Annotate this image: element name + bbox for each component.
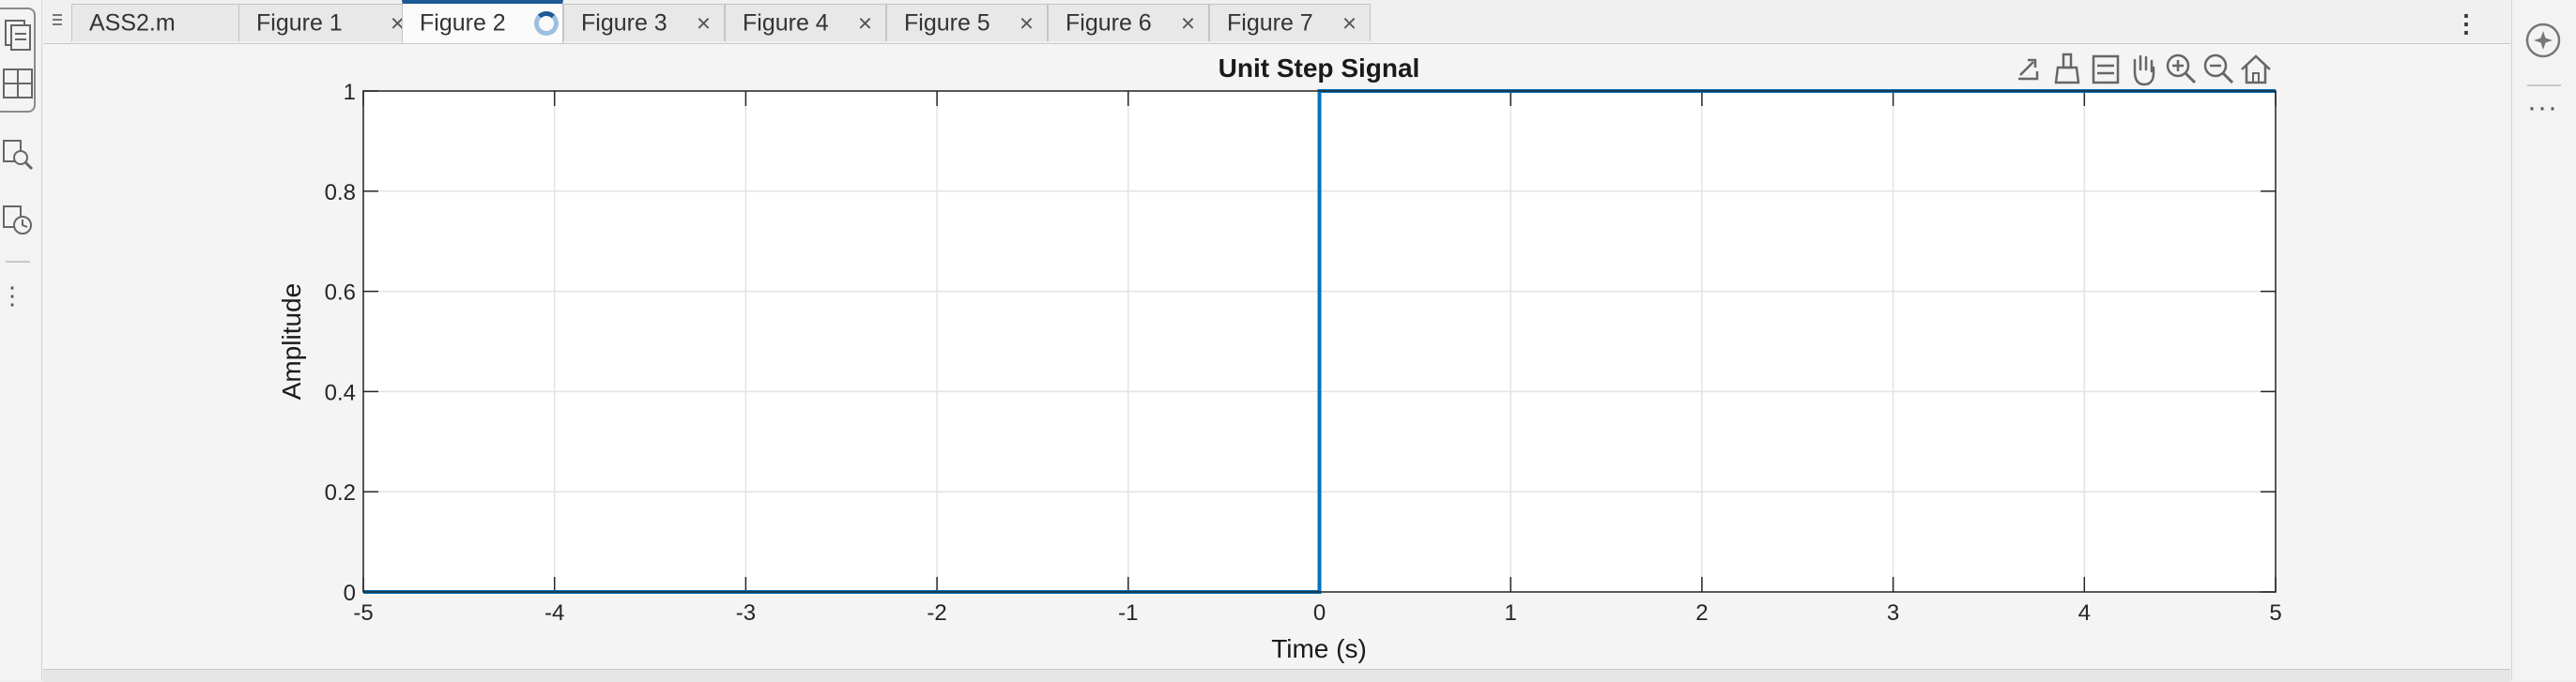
- tab-close-icon[interactable]: ×: [1180, 8, 1195, 37]
- tab-label: Figure 4: [743, 9, 829, 36]
- pan-hand-icon[interactable]: [2125, 51, 2161, 88]
- right-sidebar: ···: [2511, 0, 2576, 681]
- copilot-icon[interactable]: [2523, 21, 2563, 60]
- zoom-out-icon[interactable]: [2200, 51, 2236, 88]
- left-sidebar: ⋮: [0, 0, 42, 681]
- tab-label: Figure 1: [256, 9, 343, 36]
- tab-figure-5[interactable]: Figure 5 ×: [886, 4, 1048, 41]
- tab-figure-1[interactable]: Figure 1 ×: [238, 4, 419, 41]
- brush-icon[interactable]: [2050, 51, 2086, 88]
- workspace-icon[interactable]: [0, 66, 36, 101]
- files-icon[interactable]: [0, 17, 36, 53]
- sidebar-active-group: [0, 8, 36, 113]
- axes-toolbar: [2009, 51, 2281, 92]
- tab-label: Figure 2: [420, 9, 506, 37]
- tab-label: Figure 6: [1066, 9, 1152, 36]
- tab-close-icon[interactable]: ×: [857, 8, 872, 37]
- tab-figure-4[interactable]: Figure 4 ×: [725, 4, 886, 41]
- tab-close-icon[interactable]: ×: [1342, 8, 1357, 37]
- document-tab-strip: ASS2.m × Figure 1 × Figure 2 Figure 3 × …: [43, 0, 2510, 44]
- figure-canvas: [43, 44, 2510, 669]
- tab-label: ASS2.m: [89, 9, 176, 36]
- tab-close-icon[interactable]: ×: [1019, 8, 1034, 37]
- command-history-icon[interactable]: [0, 203, 36, 238]
- tab-figure-7[interactable]: Figure 7 ×: [1209, 4, 1371, 41]
- data-tips-icon[interactable]: [2088, 51, 2124, 88]
- tab-figure-6[interactable]: Figure 6 ×: [1048, 4, 1209, 41]
- tab-close-icon[interactable]: ×: [696, 8, 711, 37]
- right-sidebar-separator: [2527, 84, 2561, 86]
- tab-label: Figure 5: [904, 9, 990, 36]
- zoom-in-icon[interactable]: [2163, 51, 2199, 88]
- home-icon[interactable]: [2238, 51, 2274, 88]
- tab-strip-more-icon[interactable]: ⋮: [2454, 9, 2478, 38]
- tab-close-icon[interactable]: ×: [390, 8, 405, 37]
- tab-label: Figure 7: [1227, 9, 1313, 36]
- right-sidebar-more-icon[interactable]: ···: [2527, 92, 2558, 123]
- busy-spinner-icon: [534, 11, 559, 36]
- tab-figure-2[interactable]: Figure 2: [402, 0, 563, 43]
- tab-label: Figure 3: [581, 9, 667, 36]
- tab-figure-3[interactable]: Figure 3 ×: [563, 4, 725, 41]
- sidebar-separator: [6, 261, 30, 263]
- find-files-icon[interactable]: [0, 137, 36, 173]
- tab-list-menu-icon[interactable]: [53, 11, 62, 30]
- status-bar: [43, 669, 2510, 682]
- export-icon[interactable]: [2013, 51, 2048, 88]
- sidebar-more-icon[interactable]: ⋮: [0, 281, 24, 310]
